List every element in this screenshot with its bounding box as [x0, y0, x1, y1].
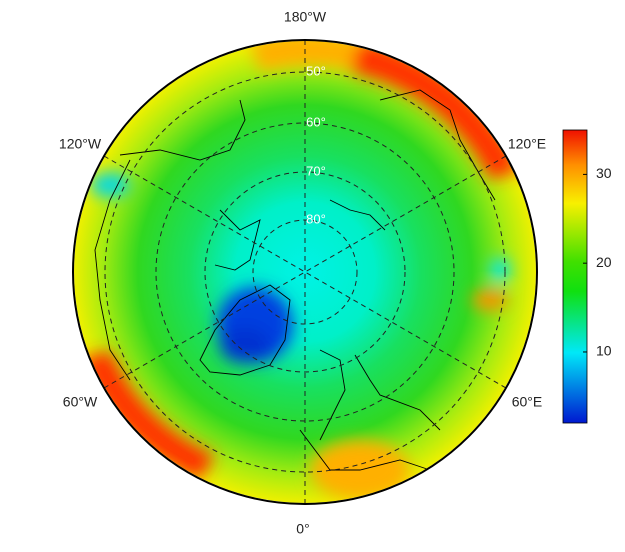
lat-label: 60° [306, 114, 326, 129]
map-field [74, 41, 536, 503]
lon-label: 60°W [63, 394, 98, 410]
lon-label: 120°E [508, 136, 546, 152]
lat-label: 70° [306, 163, 326, 178]
colorbar [562, 129, 588, 424]
lon-label: 60°E [512, 394, 543, 410]
map-border [72, 39, 538, 505]
lat-label: 50° [306, 63, 326, 78]
lon-label: 120°W [59, 136, 102, 152]
colorbar-tick-label: 10 [596, 343, 612, 359]
lat-label: 80° [306, 211, 326, 226]
colorbar-tick-label: 20 [596, 254, 612, 270]
lon-label: 180°W [284, 9, 327, 25]
graticule [103, 40, 507, 504]
colorbar-tick-label: 30 [596, 165, 612, 181]
lon-label: 0° [296, 521, 309, 537]
